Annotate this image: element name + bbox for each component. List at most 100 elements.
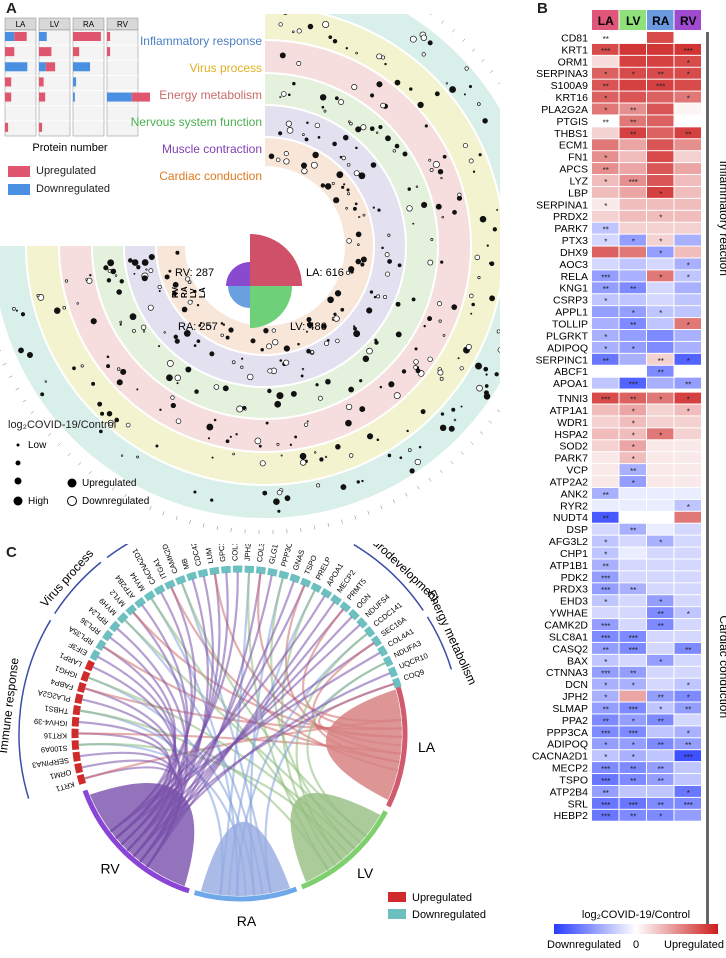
heat-cell <box>674 67 701 79</box>
gene-segment <box>209 566 220 576</box>
heat-cell <box>647 726 674 738</box>
upregulated-point <box>359 379 363 383</box>
size-mid2-dot <box>14 477 22 485</box>
significance-mark: ** <box>630 777 636 786</box>
significance-mark: * <box>659 431 662 440</box>
significance-mark: *** <box>601 777 610 786</box>
heat-cell <box>592 79 619 91</box>
gene-segment <box>72 705 81 716</box>
gene-segment <box>255 566 267 575</box>
heat-cell <box>619 416 646 428</box>
downregulated-point <box>292 30 295 33</box>
significance-mark: * <box>604 202 607 211</box>
downregulated-point <box>254 437 262 445</box>
upregulated-point <box>482 118 488 124</box>
downregulated-point <box>358 215 361 219</box>
downregulated-point <box>476 384 483 392</box>
downregulated-point <box>132 328 136 333</box>
upregulated-point <box>362 355 370 363</box>
heat-cell <box>592 631 619 642</box>
upregulated-point <box>372 206 375 209</box>
upregulated-point <box>328 35 333 40</box>
downregulated-point <box>119 320 123 324</box>
gene-tick <box>481 59 485 63</box>
bar-legend: Upregulated Downregulated <box>8 165 110 195</box>
gene-tick <box>417 485 420 490</box>
heat-cell <box>674 163 701 175</box>
significance-mark: *** <box>601 634 610 643</box>
significance-mark: * <box>632 71 635 80</box>
upregulated-point <box>388 381 395 388</box>
heat-cell <box>674 43 701 55</box>
significance-mark: *** <box>601 670 610 679</box>
gene-tick <box>57 443 61 447</box>
significance-mark: * <box>659 598 662 607</box>
bar-up-la <box>14 32 27 41</box>
heat-cell <box>647 294 674 306</box>
column-label: LA <box>598 14 614 28</box>
heat-cell <box>592 511 619 523</box>
gene-tick <box>354 515 357 520</box>
significance-mark: ** <box>630 321 636 330</box>
gene-label: AOC3 <box>559 259 588 271</box>
significance-mark: ** <box>630 765 636 774</box>
heat-cell <box>592 595 619 607</box>
significance-mark: ** <box>630 285 636 294</box>
upregulated-point <box>463 93 466 96</box>
downregulated-point <box>496 329 500 334</box>
downregulated-point <box>477 275 481 280</box>
significance-mark: * <box>632 479 635 488</box>
heat-cell <box>619 702 646 714</box>
downregulated-point <box>163 331 166 334</box>
heat-cell <box>592 222 619 234</box>
significance-mark: ** <box>685 705 691 714</box>
upregulated-point <box>129 313 137 321</box>
significance-mark: * <box>604 95 607 104</box>
upregulated-point <box>370 162 377 168</box>
upregulated-point <box>483 366 489 372</box>
gene-label: THBS1 <box>44 704 69 716</box>
upregulated-point <box>359 406 366 413</box>
downregulated-point <box>380 102 386 109</box>
circos-legend-title: log₂COVID-19/Control <box>8 419 117 431</box>
heat-cell <box>647 318 674 329</box>
bar-down-la <box>5 32 15 41</box>
upregulated-point <box>211 456 214 459</box>
significance-mark: *** <box>629 801 638 810</box>
column-label: LV <box>626 14 640 28</box>
heat-cell <box>619 797 646 809</box>
downregulated-point <box>477 102 481 106</box>
downregulated-point <box>283 14 288 15</box>
upregulated-point <box>360 262 365 267</box>
gene-label: MB <box>179 557 191 570</box>
heat-cell <box>647 607 674 619</box>
upregulated-point <box>305 330 308 333</box>
heat-cell <box>647 175 674 186</box>
circos-category-label: Muscle contraction <box>162 142 262 156</box>
significance-mark: ** <box>603 357 609 366</box>
upregulated-point <box>194 389 199 394</box>
heat-cell <box>619 234 646 246</box>
gene-segment <box>197 568 209 578</box>
chord-legend-swatch <box>388 909 406 919</box>
downregulated-point <box>317 395 323 401</box>
upregulated-point <box>284 495 291 502</box>
significance-mark: * <box>659 238 662 247</box>
significance-mark: *** <box>601 801 610 810</box>
heat-cell <box>619 43 646 55</box>
heat-cell <box>647 762 674 774</box>
upregulated-point <box>486 244 489 247</box>
downregulated-point <box>296 61 302 66</box>
gene-segment <box>220 565 231 574</box>
downregulated-point <box>345 207 348 210</box>
circos-up-label: Upregulated <box>82 478 136 489</box>
upregulated-point <box>412 222 415 225</box>
gene-segment <box>77 681 87 693</box>
upregulated-point <box>89 274 92 277</box>
downregulated-point <box>259 460 266 467</box>
upregulated-point <box>225 439 230 444</box>
upregulated-point <box>172 281 179 288</box>
bar-up-lv <box>39 92 46 102</box>
axis-label: LV <box>189 288 198 298</box>
chord-legend-label: Upregulated <box>412 892 472 904</box>
